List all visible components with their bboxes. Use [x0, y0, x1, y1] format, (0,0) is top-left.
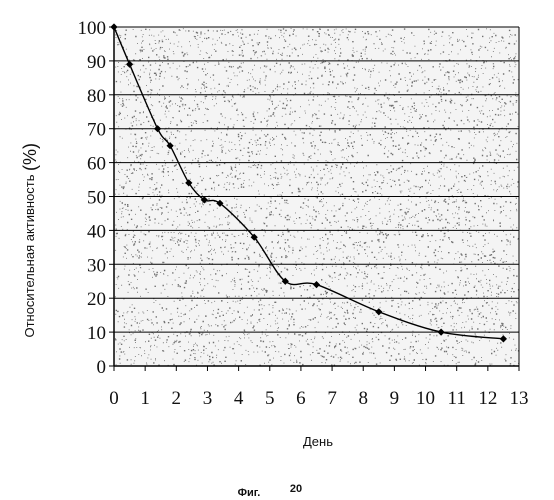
x-tick-label: 11 — [448, 388, 466, 409]
x-tick-label: 10 — [416, 388, 435, 409]
x-tick-label: 3 — [203, 388, 213, 409]
x-axis-label: День — [303, 434, 333, 449]
x-tick-labels: 012345678910111213 — [109, 388, 528, 409]
x-tick-label: 1 — [140, 388, 150, 409]
y-tick-labels: 0 10 20 30 40 50 60 70 80 90 100 — [78, 18, 107, 378]
y-tick-label: 100 — [78, 18, 107, 39]
y-axis-label: Относительная активность — [22, 174, 37, 337]
x-tick-label: 8 — [358, 388, 368, 409]
x-tick-label: 4 — [234, 388, 244, 409]
y-tick-label: 70 — [87, 120, 106, 141]
x-tick-label: 9 — [390, 388, 400, 409]
y-tick-label: 10 — [87, 323, 106, 344]
x-tick-label: 6 — [296, 388, 306, 409]
figure-caption-number: 20 — [290, 483, 302, 495]
x-tick-label: 13 — [510, 388, 529, 409]
y-tick-label: 60 — [87, 154, 106, 175]
y-tick-label: 40 — [87, 221, 106, 242]
x-tick-label: 0 — [109, 388, 119, 409]
y-axis-unit: (%) — [20, 143, 40, 171]
figure-caption-label: Фиг. — [238, 487, 261, 499]
y-tick-label: 20 — [87, 289, 106, 310]
y-tick-label: 80 — [87, 86, 106, 107]
y-tick-label: 30 — [87, 255, 106, 276]
y-tick-label: 50 — [87, 188, 106, 209]
x-tick-label: 5 — [265, 388, 275, 409]
y-tick-label: 90 — [87, 52, 106, 73]
x-tick-label: 2 — [172, 388, 182, 409]
x-tick-label: 7 — [327, 388, 337, 409]
y-tick-label: 0 — [97, 357, 107, 378]
x-tick-label: 12 — [478, 388, 497, 409]
